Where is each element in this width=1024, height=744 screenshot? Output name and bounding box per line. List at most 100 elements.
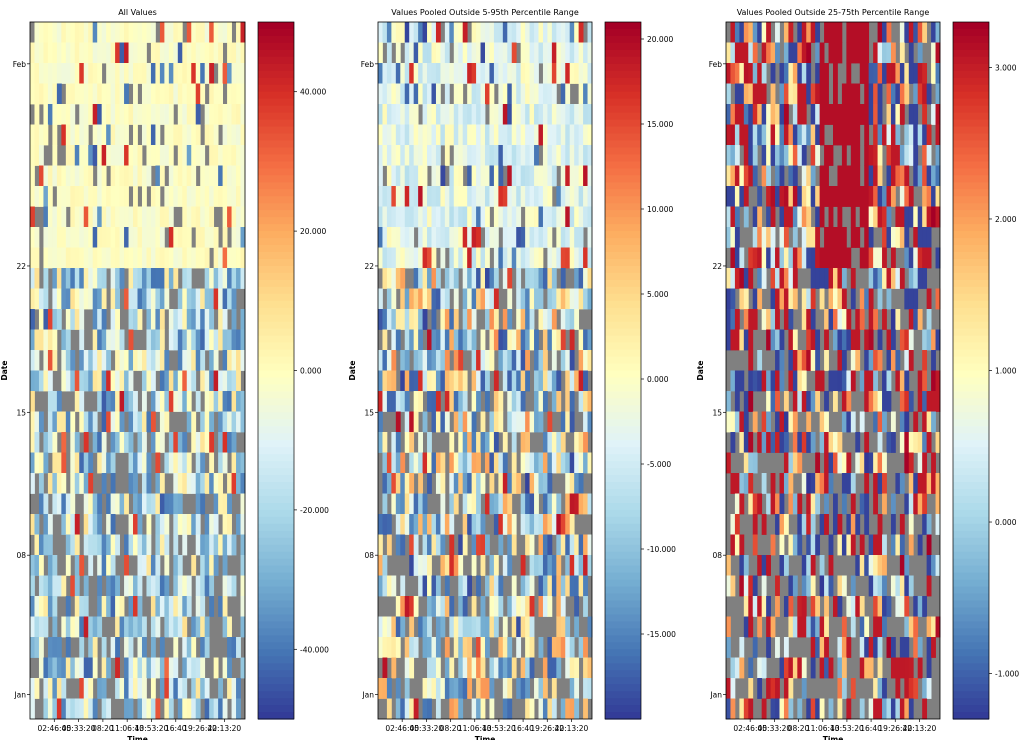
heatmap-cell bbox=[453, 247, 459, 269]
heatmap-cell bbox=[168, 678, 174, 699]
heatmap-cell bbox=[904, 206, 910, 228]
heatmap-cell bbox=[752, 227, 758, 248]
heatmap-cell bbox=[70, 22, 76, 43]
heatmap-cell bbox=[859, 370, 865, 392]
heatmap-cell bbox=[476, 678, 481, 699]
heatmap-cell bbox=[569, 288, 575, 310]
heatmap-cell bbox=[730, 63, 736, 84]
heatmap-cell bbox=[520, 42, 526, 64]
heatmap-cell bbox=[908, 288, 914, 310]
heatmap-cell bbox=[186, 350, 192, 371]
heatmap-cell bbox=[413, 452, 419, 474]
heatmap-cell bbox=[92, 514, 98, 535]
colorbar-step bbox=[258, 572, 294, 581]
heatmap-cell bbox=[236, 124, 241, 146]
heatmap-cell bbox=[471, 206, 477, 228]
heatmap-cell bbox=[926, 329, 932, 351]
colorbar-step bbox=[953, 607, 989, 616]
heatmap-cell bbox=[761, 63, 767, 84]
heatmap-cell bbox=[739, 575, 745, 597]
heatmap-cell bbox=[422, 637, 428, 658]
heatmap-cell bbox=[150, 329, 156, 351]
heatmap-cell bbox=[529, 186, 535, 207]
heatmap-cell bbox=[88, 452, 94, 474]
heatmap-cell bbox=[502, 83, 508, 105]
heatmap-cell bbox=[837, 288, 843, 310]
heatmap-cell bbox=[922, 268, 928, 289]
heatmap-cell bbox=[578, 227, 584, 248]
heatmap-cell bbox=[538, 104, 544, 125]
heatmap-cell bbox=[757, 206, 763, 228]
heatmap-cell bbox=[418, 370, 423, 392]
heatmap-cell bbox=[578, 42, 584, 64]
heatmap-cell bbox=[511, 165, 517, 187]
heatmap-cell bbox=[195, 514, 201, 535]
heatmap-cell bbox=[565, 42, 571, 64]
heatmap-cell bbox=[529, 227, 535, 248]
heatmap-cell bbox=[422, 452, 428, 474]
heatmap-cell bbox=[578, 555, 584, 576]
heatmap-cell bbox=[34, 534, 40, 556]
heatmap-cell bbox=[783, 124, 789, 146]
colorbar-step bbox=[258, 684, 294, 692]
heatmap-cell bbox=[587, 186, 593, 207]
heatmap-cell bbox=[560, 42, 566, 64]
heatmap-cell bbox=[79, 227, 85, 248]
heatmap-cell bbox=[404, 637, 410, 658]
heatmap-cell bbox=[511, 227, 517, 248]
colorbar-step bbox=[953, 105, 989, 114]
heatmap-cell bbox=[882, 247, 887, 269]
heatmap-cell bbox=[83, 473, 89, 494]
heatmap-cell bbox=[115, 22, 120, 43]
heatmap-cell bbox=[61, 575, 67, 597]
heatmap-cell bbox=[935, 288, 941, 310]
heatmap-cell bbox=[761, 83, 767, 105]
heatmap-cell bbox=[868, 268, 874, 289]
heatmap-cell bbox=[186, 42, 192, 64]
heatmap-cell bbox=[137, 288, 143, 310]
heatmap-cell bbox=[788, 411, 794, 433]
heatmap-cell bbox=[569, 63, 575, 84]
heatmap-cell bbox=[525, 534, 530, 556]
heatmap-cell bbox=[386, 145, 392, 166]
heatmap-cell bbox=[507, 596, 513, 617]
heatmap-cell bbox=[516, 288, 522, 310]
heatmap-cell bbox=[449, 309, 455, 330]
heatmap-cell bbox=[240, 63, 246, 84]
heatmap-cell bbox=[467, 165, 473, 187]
heatmap-cell bbox=[908, 124, 914, 146]
heatmap-cell bbox=[47, 83, 53, 105]
heatmap-cell bbox=[748, 391, 754, 412]
heatmap-cell bbox=[583, 534, 588, 556]
heatmap-cell bbox=[119, 596, 125, 617]
heatmap-cell bbox=[88, 657, 94, 679]
heatmap-cell bbox=[43, 83, 49, 105]
heatmap-cell bbox=[574, 534, 580, 556]
heatmap-cell bbox=[542, 452, 548, 474]
heatmap-cell bbox=[133, 42, 138, 64]
heatmap-cell bbox=[34, 411, 40, 433]
heatmap-cell bbox=[458, 186, 464, 207]
heatmap-cell bbox=[453, 309, 459, 330]
heatmap-cell bbox=[877, 350, 883, 371]
heatmap-cell bbox=[569, 391, 575, 412]
heatmap-cell bbox=[227, 411, 232, 433]
heatmap-cell bbox=[926, 432, 932, 453]
heatmap-cell bbox=[378, 350, 383, 371]
heatmap-cell bbox=[444, 637, 450, 658]
heatmap-cell bbox=[400, 698, 406, 720]
heatmap-cell bbox=[743, 555, 749, 576]
heatmap-cell bbox=[752, 22, 758, 43]
heatmap-cell bbox=[726, 616, 731, 638]
heatmap-cell bbox=[931, 616, 936, 638]
heatmap-cell bbox=[507, 411, 513, 433]
heatmap-cell bbox=[195, 678, 201, 699]
heatmap-cell bbox=[133, 104, 138, 125]
heatmap-cell bbox=[409, 22, 415, 43]
heatmap-cell bbox=[882, 391, 887, 412]
heatmap-cell bbox=[97, 534, 103, 556]
heatmap-cell bbox=[913, 616, 919, 638]
heatmap-cell bbox=[761, 104, 767, 125]
heatmap-cell bbox=[556, 145, 562, 166]
heatmap-cell bbox=[79, 124, 85, 146]
